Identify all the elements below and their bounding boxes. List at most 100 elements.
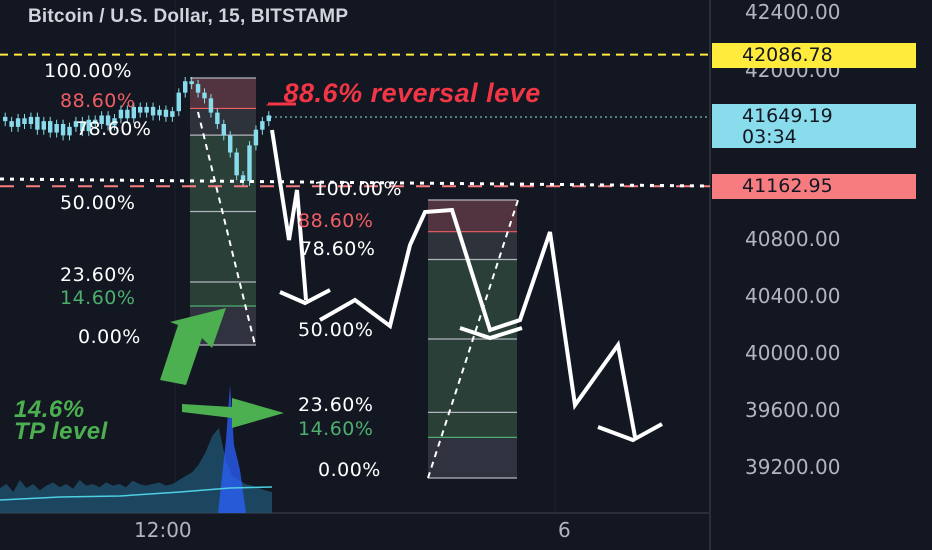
fib-zone-reversal: [428, 200, 517, 232]
fib-right-level-78-6: 78.60%: [300, 238, 376, 260]
fib-retracement-boxes: [190, 77, 519, 479]
fib-zone: [428, 437, 517, 478]
candle-body: [253, 129, 259, 146]
bar-countdown: 03:34: [742, 126, 797, 148]
candle-body: [35, 116, 40, 130]
projection-arrowhead: [459, 326, 523, 341]
candle-body: [3, 116, 8, 122]
candle-body: [157, 109, 162, 116]
time-axis-label: 6: [558, 518, 571, 542]
candle-body: [105, 115, 111, 126]
candle: [48, 116, 53, 138]
candle-body: [240, 175, 246, 181]
fib-diagonal-left: [197, 111, 256, 346]
candle: [22, 114, 27, 129]
candle: [157, 105, 162, 121]
fib-right-level-88-6: 88.60%: [298, 210, 374, 232]
candle: [183, 76, 188, 98]
volume-spike: [218, 385, 246, 513]
candle-body: [138, 106, 143, 113]
candle-body: [125, 109, 130, 119]
candle: [240, 171, 246, 186]
candle-body: [118, 109, 124, 119]
projection-path-1: [270, 129, 308, 301]
projection-path-2: [319, 207, 637, 438]
candle-body: [99, 115, 104, 124]
candle: [208, 94, 214, 118]
candle: [28, 112, 34, 129]
price-tag-yellow-level: 42086.78: [712, 43, 916, 68]
fib-zone: [428, 231, 517, 260]
candle-body: [183, 81, 188, 93]
fib-left-level-78-6: 78.60%: [76, 118, 152, 140]
tp-arrow-right: [182, 398, 284, 428]
candle-body: [41, 121, 46, 130]
tp-level-annotation-line2: TP level: [14, 418, 108, 445]
candle-body: [170, 111, 175, 117]
current-price-value: 41649.19: [742, 105, 833, 127]
projection-arrowhead: [279, 288, 331, 306]
volume-ma-line: [0, 486, 273, 501]
price-axis-label: 40000.00: [745, 341, 841, 365]
candle: [41, 116, 46, 135]
fib-left-level-23-6: 23.60%: [60, 264, 136, 286]
price-tag-red-level: 41162.95: [712, 174, 916, 199]
candle-body: [202, 92, 207, 99]
candle: [170, 106, 175, 122]
candle: [202, 88, 207, 104]
candle-body: [15, 118, 21, 127]
candle: [86, 115, 91, 137]
candle-body: [48, 121, 53, 133]
fib-right-level-50: 50.00%: [298, 319, 374, 341]
candle: [73, 116, 79, 132]
horizontal-levels: [0, 53, 711, 188]
volume-area: [0, 428, 272, 513]
fib-zone: [190, 135, 256, 282]
candle: [99, 111, 104, 129]
candle-body: [28, 116, 34, 124]
candle: [125, 105, 130, 124]
time-axis-label: 12:00: [134, 518, 192, 542]
candle-body: [67, 126, 72, 136]
price-axis-label: 42400.00: [745, 0, 841, 24]
candle: [228, 131, 233, 158]
fib-right-level-23-6: 23.60%: [298, 394, 374, 416]
candle-body: [195, 84, 201, 93]
candle: [131, 102, 136, 124]
candle-body: [22, 118, 27, 124]
candlesticks: [3, 76, 271, 186]
fib-left-level-88-6: 88.60%: [60, 90, 136, 112]
candle-body: [215, 112, 220, 124]
candle-body: [247, 145, 252, 181]
candle: [215, 108, 220, 129]
candle-body: [260, 121, 265, 130]
candle-body: [131, 106, 136, 119]
fib-diagonal-right: [427, 199, 519, 479]
candle: [118, 105, 124, 124]
candle: [150, 102, 156, 121]
candle-body: [80, 121, 85, 132]
candle: [176, 88, 181, 117]
candle-body: [9, 121, 14, 127]
candle-body: [86, 119, 91, 132]
dotted-trendline: [0, 177, 711, 188]
candle: [112, 114, 117, 131]
candle-body: [112, 118, 117, 126]
candle-body: [54, 124, 59, 133]
candle-body: [189, 81, 194, 85]
candle: [35, 112, 40, 135]
candle: [234, 148, 239, 181]
candle: [93, 115, 98, 129]
fib-right-level-100: 100.00%: [314, 178, 403, 200]
fib-zone: [428, 259, 517, 413]
candle: [3, 112, 8, 127]
projection-paths: [270, 129, 663, 443]
candle-body: [266, 115, 271, 122]
fib-zone-reversal: [190, 78, 256, 109]
fib-zone: [190, 281, 256, 307]
candle: [253, 125, 259, 151]
candle: [80, 116, 85, 137]
candle: [60, 119, 66, 141]
candle-body: [150, 106, 156, 116]
